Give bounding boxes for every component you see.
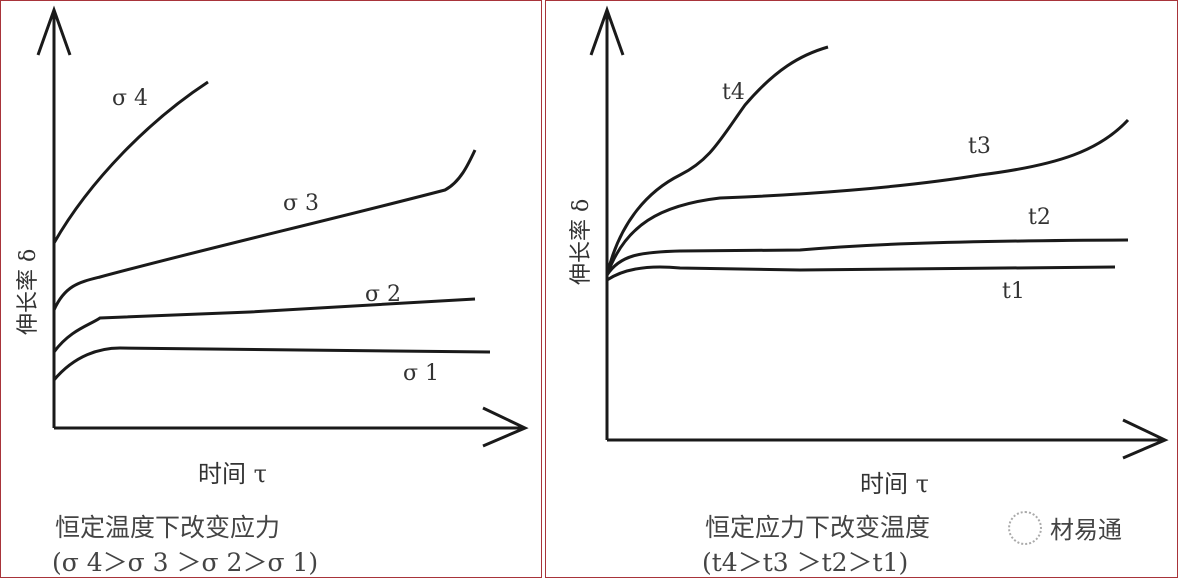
- right-y-label: 伸长率 δ: [569, 198, 594, 285]
- label-t4: t4: [722, 80, 745, 105]
- right-caption: 恒定应力下改变温度: [705, 513, 931, 542]
- watermark-text: 材易通: [1050, 516, 1122, 544]
- curve-t1: [606, 265, 1116, 282]
- label-sigma2: σ 2: [365, 282, 402, 307]
- curve-t2: [605, 238, 1129, 276]
- left-axes: [36, 5, 529, 448]
- label-t2: t2: [1028, 205, 1051, 230]
- right-condition: (t4＞t3 ＞t2＞t1): [702, 548, 909, 577]
- left-caption: 恒定温度下改变应力: [55, 513, 281, 542]
- left-x-axis: [54, 406, 529, 448]
- curve-t4: [605, 45, 829, 276]
- curve-sigma4: [52, 80, 209, 244]
- label-t3: t3: [968, 134, 991, 159]
- left-y-label: 伸长率 δ: [16, 248, 41, 335]
- right-y-axis: [589, 5, 625, 440]
- label-t1: t1: [1002, 279, 1025, 304]
- left-y-axis: [36, 5, 72, 428]
- right-axes: [589, 5, 1169, 460]
- left-x-label: 时间 τ: [198, 460, 267, 488]
- curve-sigma2: [52, 297, 476, 353]
- label-sigma4: σ 4: [112, 86, 149, 111]
- label-sigma3: σ 3: [283, 191, 320, 216]
- right-x-label: 时间 τ: [860, 470, 929, 498]
- watermark: 材易通: [1008, 510, 1122, 545]
- curve-sigma3: [52, 149, 477, 311]
- wechat-icon: [1008, 510, 1042, 545]
- curve-t3: [605, 118, 1130, 276]
- left-panel-frame: [0, 0, 542, 578]
- label-sigma1: σ 1: [403, 361, 440, 386]
- curve-sigma1: [52, 346, 491, 381]
- right-x-axis: [607, 418, 1169, 460]
- left-condition: (σ 4＞σ 3 ＞σ 2＞σ 1): [52, 548, 319, 577]
